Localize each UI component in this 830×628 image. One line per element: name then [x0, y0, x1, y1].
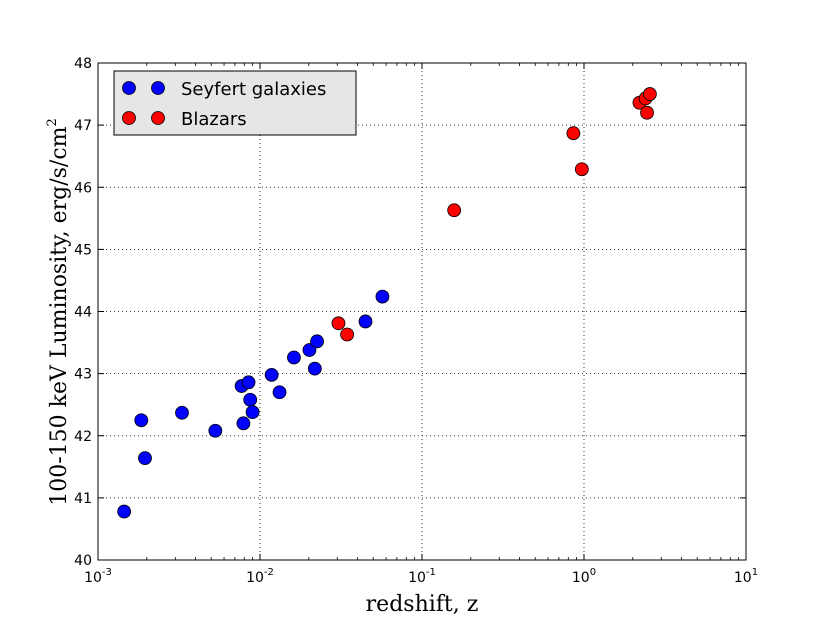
blazar-point [447, 203, 462, 218]
y-tick-label: 41 [74, 491, 92, 507]
y-tick-label: 47 [74, 118, 92, 134]
y-tick-label: 44 [74, 305, 92, 321]
seyfert-point [208, 423, 223, 438]
seyfert-point [117, 504, 132, 519]
y-tick-label: 48 [74, 56, 92, 72]
seyfert-point [245, 405, 260, 420]
x-tick-label-base: 10 [408, 570, 426, 586]
y-tick-label: 42 [74, 429, 92, 445]
data-points [117, 87, 657, 519]
y-axis-title-main: 100-150 keV Luminosity, erg/s/cm [47, 126, 72, 505]
seyfert-point [236, 416, 251, 431]
y-tick-label: 46 [74, 180, 92, 196]
seyfert-point [264, 367, 279, 382]
x-tick-label-base: 10 [734, 570, 752, 586]
x-tick-label-exponent: 1 [752, 567, 758, 578]
x-tick-label-base: 10 [84, 570, 102, 586]
x-tick-label-base: 10 [572, 570, 590, 586]
y-tick-label: 40 [74, 553, 92, 569]
legend-marker-blazars-2 [151, 111, 165, 125]
seyfert-point [241, 375, 256, 390]
y-axis-title-superscript: 2 [45, 118, 60, 126]
blazar-point [574, 162, 589, 177]
legend-box [113, 70, 357, 136]
legend: Seyfert galaxies Blazars [113, 70, 357, 136]
y-tick-label: 45 [74, 242, 92, 258]
x-tick-label: 10-3 [84, 567, 112, 586]
seyfert-point [272, 385, 287, 400]
y-tick-label: 43 [74, 367, 92, 383]
seyfert-point [358, 314, 373, 329]
seyfert-point [287, 350, 301, 365]
x-tick-label: 10-2 [246, 567, 274, 586]
legend-label-blazars: Blazars [181, 109, 247, 130]
blazar-point [642, 87, 657, 101]
x-tick-label: 100 [572, 567, 596, 586]
x-tick-label: 101 [734, 567, 758, 586]
legend-marker-seyfert-1 [122, 81, 136, 95]
legend-marker-seyfert-2 [151, 81, 165, 95]
blazar-point [640, 105, 654, 120]
blazar-point [340, 327, 355, 342]
seyfert-point [302, 343, 317, 357]
seyfert-point [243, 392, 258, 407]
legend-marker-blazars-1 [122, 111, 136, 125]
y-axis-title-group: 100-150 keV Luminosity, erg/s/cm2 [45, 118, 72, 506]
x-axis-title: redshift, z [366, 592, 479, 617]
seyfert-point [134, 413, 149, 428]
seyfert-point [138, 451, 152, 466]
blazar-point [331, 316, 346, 331]
grid [98, 63, 746, 560]
x-tick-label-exponent: -2 [264, 567, 274, 578]
x-tick-label-exponent: -3 [102, 567, 112, 578]
x-tick-label: 10-1 [408, 567, 436, 586]
legend-label-seyfert: Seyfert galaxies [181, 79, 326, 100]
seyfert-point [307, 361, 322, 376]
x-tick-label-exponent: 0 [590, 567, 596, 578]
y-axis-title: 100-150 keV Luminosity, erg/s/cm2 [45, 118, 72, 506]
seyfert-point [310, 334, 324, 349]
x-tick-label-exponent: -1 [426, 567, 436, 578]
blazar-point [566, 126, 581, 141]
x-tick-label-base: 10 [246, 570, 264, 586]
seyfert-point [175, 405, 189, 420]
seyfert-point [375, 289, 390, 304]
